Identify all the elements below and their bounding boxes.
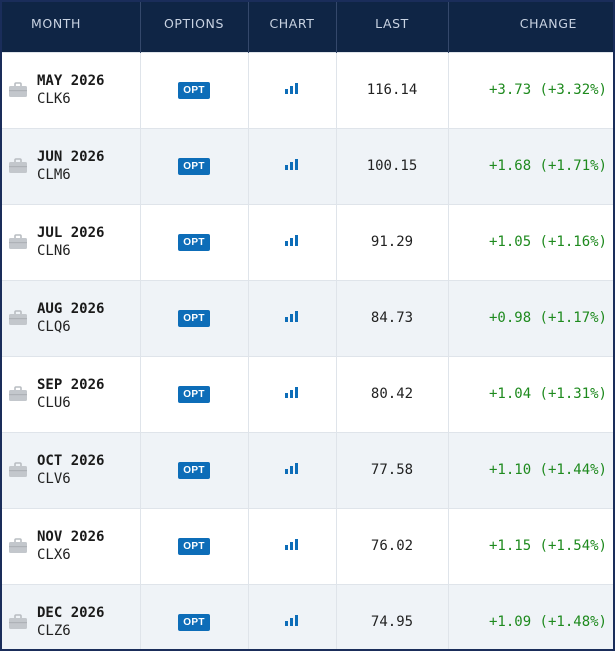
bar-chart-icon[interactable] <box>284 310 300 322</box>
contract-month[interactable]: SEP 2026 <box>37 377 105 393</box>
briefcase-icon[interactable] <box>8 234 28 250</box>
last-price: 84.73 <box>335 279 448 356</box>
contract-symbol: CLV6 <box>37 471 71 487</box>
briefcase-icon[interactable] <box>8 614 28 630</box>
options-cell: OPT <box>139 203 248 280</box>
chart-cell <box>247 51 336 128</box>
last-price: 100.15 <box>335 127 448 204</box>
table-row: JUN 2026 CLM6 OPT 100.15 +1.68 (+1.71%) <box>2 127 613 204</box>
opt-button[interactable]: OPT <box>178 462 210 479</box>
header-chart[interactable]: CHART <box>247 2 336 52</box>
chart-cell <box>247 583 336 649</box>
last-price: 77.58 <box>335 431 448 508</box>
bar-chart-icon[interactable] <box>284 82 300 94</box>
opt-button[interactable]: OPT <box>178 82 210 99</box>
month-cell: AUG 2026 CLQ6 <box>2 279 140 356</box>
contract-symbol: CLN6 <box>37 243 71 259</box>
price-change: +1.10 (+1.44%) <box>447 431 613 508</box>
chart-cell <box>247 203 336 280</box>
bar-chart-icon[interactable] <box>284 614 300 627</box>
chart-cell <box>247 279 336 356</box>
header-change[interactable]: CHANGE <box>447 2 613 52</box>
month-cell: JUL 2026 CLN6 <box>2 203 140 280</box>
bar-chart-icon[interactable] <box>284 158 300 170</box>
table-row: DEC 2026 CLZ6 OPT 74.95 +1.09 (+1.48%) <box>2 583 613 649</box>
price-change: +1.15 (+1.54%) <box>447 507 613 584</box>
contract-month[interactable]: AUG 2026 <box>37 301 105 317</box>
contract-symbol: CLK6 <box>37 91 71 107</box>
chart-cell <box>247 431 336 508</box>
table-row: JUL 2026 CLN6 OPT 91.29 +1.05 (+1.16%) <box>2 203 613 280</box>
briefcase-icon[interactable] <box>8 310 28 326</box>
options-cell: OPT <box>139 583 248 649</box>
price-change: +0.98 (+1.17%) <box>447 279 613 356</box>
last-price: 76.02 <box>335 507 448 584</box>
last-price: 74.95 <box>335 583 448 649</box>
chart-cell <box>247 127 336 204</box>
table-header-row: MONTH OPTIONS CHART LAST CHANGE <box>2 2 613 52</box>
header-last[interactable]: LAST <box>335 2 448 52</box>
price-change: +3.73 (+3.32%) <box>447 51 613 128</box>
options-cell: OPT <box>139 127 248 204</box>
contract-month[interactable]: DEC 2026 <box>37 605 105 622</box>
month-cell: DEC 2026 CLZ6 <box>2 583 140 649</box>
briefcase-icon[interactable] <box>8 82 28 98</box>
briefcase-icon[interactable] <box>8 538 28 554</box>
month-cell: SEP 2026 CLU6 <box>2 355 140 432</box>
contract-symbol: CLQ6 <box>37 319 71 335</box>
opt-button[interactable]: OPT <box>178 310 210 327</box>
last-price: 91.29 <box>335 203 448 280</box>
opt-button[interactable]: OPT <box>178 158 210 175</box>
bar-chart-icon[interactable] <box>284 538 300 550</box>
briefcase-icon[interactable] <box>8 462 28 478</box>
month-cell: NOV 2026 CLX6 <box>2 507 140 584</box>
bar-chart-icon[interactable] <box>284 462 300 474</box>
briefcase-icon[interactable] <box>8 386 28 402</box>
table-row: MAY 2026 CLK6 OPT 116.14 +3.73 (+3.32%) <box>2 51 613 128</box>
options-cell: OPT <box>139 431 248 508</box>
last-price: 116.14 <box>335 51 448 128</box>
options-cell: OPT <box>139 355 248 432</box>
month-cell: OCT 2026 CLV6 <box>2 431 140 508</box>
opt-button[interactable]: OPT <box>178 614 210 632</box>
table-row: NOV 2026 CLX6 OPT 76.02 +1.15 (+1.54%) <box>2 507 613 584</box>
month-cell: MAY 2026 CLK6 <box>2 51 140 128</box>
month-cell: JUN 2026 CLM6 <box>2 127 140 204</box>
briefcase-icon[interactable] <box>8 158 28 174</box>
contract-month[interactable]: NOV 2026 <box>37 529 105 545</box>
table-row: AUG 2026 CLQ6 OPT 84.73 +0.98 (+1.17%) <box>2 279 613 356</box>
contract-month[interactable]: OCT 2026 <box>37 453 105 469</box>
opt-button[interactable]: OPT <box>178 234 210 251</box>
chart-cell <box>247 507 336 584</box>
bar-chart-icon[interactable] <box>284 234 300 246</box>
contract-month[interactable]: MAY 2026 <box>37 73 105 89</box>
contract-month[interactable]: JUN 2026 <box>37 149 105 165</box>
contract-symbol: CLU6 <box>37 395 71 411</box>
options-cell: OPT <box>139 279 248 356</box>
opt-button[interactable]: OPT <box>178 386 210 403</box>
price-change: +1.04 (+1.31%) <box>447 355 613 432</box>
opt-button[interactable]: OPT <box>178 538 210 555</box>
contract-symbol: CLZ6 <box>37 623 71 640</box>
price-change: +1.09 (+1.48%) <box>447 583 613 649</box>
bar-chart-icon[interactable] <box>284 386 300 398</box>
table-row: OCT 2026 CLV6 OPT 77.58 +1.10 (+1.44%) <box>2 431 613 508</box>
contract-symbol: CLX6 <box>37 547 71 563</box>
price-change: +1.68 (+1.71%) <box>447 127 613 204</box>
chart-cell <box>247 355 336 432</box>
price-change: +1.05 (+1.16%) <box>447 203 613 280</box>
options-cell: OPT <box>139 51 248 128</box>
last-price: 80.42 <box>335 355 448 432</box>
contract-symbol: CLM6 <box>37 167 71 183</box>
table-row: SEP 2026 CLU6 OPT 80.42 +1.04 (+1.31%) <box>2 355 613 432</box>
options-cell: OPT <box>139 507 248 584</box>
contract-month[interactable]: JUL 2026 <box>37 225 105 241</box>
header-options[interactable]: OPTIONS <box>139 2 248 52</box>
header-month[interactable]: MONTH <box>31 16 82 31</box>
